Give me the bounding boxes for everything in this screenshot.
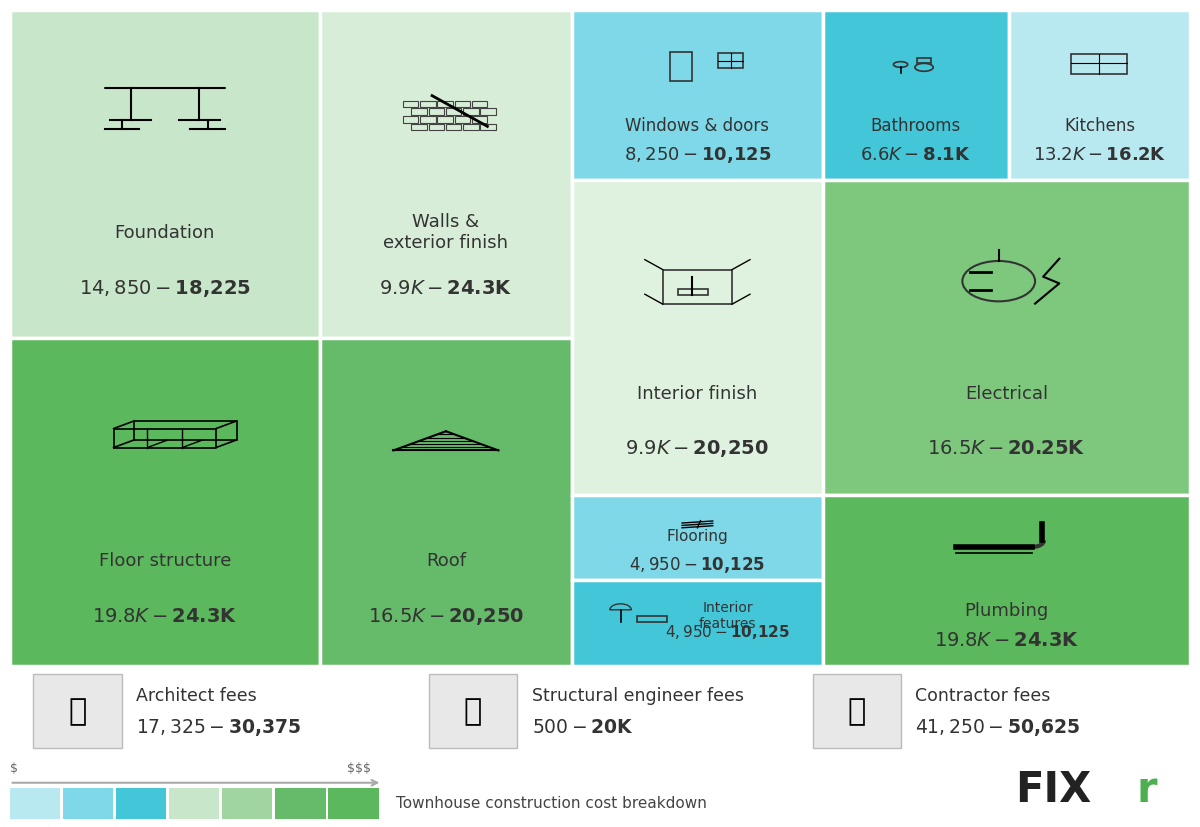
FancyBboxPatch shape	[10, 10, 320, 337]
FancyBboxPatch shape	[275, 787, 325, 819]
FancyBboxPatch shape	[10, 787, 60, 819]
Bar	[412, 124, 427, 130]
Text: Architect fees: Architect fees	[136, 687, 257, 705]
FancyBboxPatch shape	[571, 10, 823, 180]
Bar	[455, 116, 470, 122]
Bar	[718, 53, 743, 69]
Text: Plumbing: Plumbing	[965, 602, 1049, 620]
Text: $$$: $$$	[347, 762, 371, 775]
Text: Bathrooms: Bathrooms	[871, 117, 961, 135]
Text: $41,250 - $50,625: $41,250 - $50,625	[916, 717, 1081, 739]
Text: 🧑: 🧑	[68, 696, 86, 726]
Text: $14,850 - $18,225: $14,850 - $18,225	[79, 278, 251, 299]
Bar	[437, 116, 452, 122]
Bar	[480, 108, 496, 115]
Text: $8,250 - $10,125: $8,250 - $10,125	[624, 145, 772, 165]
Text: Floor structure: Floor structure	[98, 552, 232, 570]
FancyBboxPatch shape	[823, 180, 1190, 495]
FancyBboxPatch shape	[571, 180, 823, 495]
FancyBboxPatch shape	[10, 337, 320, 666]
FancyBboxPatch shape	[571, 581, 823, 666]
Text: $19.8K - $24.3K: $19.8K - $24.3K	[934, 631, 1080, 650]
Bar	[437, 101, 452, 108]
FancyBboxPatch shape	[823, 495, 1190, 666]
Text: Flooring: Flooring	[666, 528, 728, 543]
Bar	[480, 124, 496, 130]
Text: r: r	[1136, 769, 1157, 810]
Text: Walls &
exterior finish: Walls & exterior finish	[384, 213, 509, 252]
Text: $19.8K - $24.3K: $19.8K - $24.3K	[92, 607, 238, 626]
Bar	[446, 124, 462, 130]
FancyBboxPatch shape	[62, 787, 113, 819]
Text: $9.9K - $20,250: $9.9K - $20,250	[625, 437, 769, 458]
FancyArrowPatch shape	[12, 780, 377, 786]
Text: $4,950 - $10,125: $4,950 - $10,125	[629, 555, 766, 575]
Bar	[428, 124, 444, 130]
FancyBboxPatch shape	[428, 674, 517, 748]
FancyBboxPatch shape	[34, 674, 121, 748]
Bar	[1072, 55, 1128, 74]
FancyBboxPatch shape	[169, 787, 220, 819]
Text: Windows & doors: Windows & doors	[625, 117, 769, 135]
Text: Roof: Roof	[426, 552, 466, 570]
Text: FIX: FIX	[1015, 769, 1092, 810]
Bar	[670, 52, 692, 81]
Bar	[428, 108, 444, 115]
FancyBboxPatch shape	[571, 495, 823, 581]
Text: Kitchens: Kitchens	[1064, 117, 1135, 135]
Bar	[403, 116, 419, 122]
Text: $13.2K - $16.2K: $13.2K - $16.2K	[1033, 146, 1166, 164]
Bar	[463, 108, 479, 115]
Text: $9.9K - $24.3K: $9.9K - $24.3K	[379, 280, 512, 299]
Bar	[472, 101, 487, 108]
Bar	[463, 124, 479, 130]
Bar	[420, 116, 436, 122]
FancyBboxPatch shape	[812, 674, 901, 748]
Bar	[446, 108, 462, 115]
Text: Townhouse construction cost breakdown: Townhouse construction cost breakdown	[396, 796, 707, 810]
FancyBboxPatch shape	[823, 10, 1008, 180]
Text: Interior finish: Interior finish	[637, 385, 757, 404]
Text: Structural engineer fees: Structural engineer fees	[532, 687, 744, 705]
FancyBboxPatch shape	[328, 787, 378, 819]
Text: $6.6K - $8.1K: $6.6K - $8.1K	[860, 146, 971, 164]
FancyBboxPatch shape	[320, 10, 571, 337]
Text: Foundation: Foundation	[115, 224, 215, 242]
Text: $4,950 - $10,125: $4,950 - $10,125	[665, 623, 790, 641]
Text: $500 - $20K: $500 - $20K	[532, 719, 634, 737]
Text: 🧑: 🧑	[464, 696, 482, 726]
Bar	[917, 58, 931, 64]
Text: Contractor fees: Contractor fees	[916, 687, 1051, 705]
FancyBboxPatch shape	[222, 787, 272, 819]
Text: Electrical: Electrical	[965, 385, 1049, 404]
Bar	[472, 116, 487, 122]
Bar	[420, 101, 436, 108]
Text: $16.5K - $20.25K: $16.5K - $20.25K	[928, 438, 1086, 457]
Bar	[403, 101, 419, 108]
Bar	[678, 289, 708, 295]
Bar	[412, 108, 427, 115]
Text: 🧑: 🧑	[847, 696, 866, 726]
Bar	[455, 101, 470, 108]
Text: $: $	[10, 762, 18, 775]
Bar	[662, 270, 732, 304]
FancyBboxPatch shape	[1008, 10, 1190, 180]
FancyBboxPatch shape	[115, 787, 167, 819]
Text: $16.5K - $20,250: $16.5K - $20,250	[367, 606, 524, 627]
FancyBboxPatch shape	[320, 337, 571, 666]
Bar	[637, 616, 667, 622]
Text: Interior
features: Interior features	[698, 601, 756, 631]
Text: $17,325 - $30,375: $17,325 - $30,375	[136, 717, 301, 739]
